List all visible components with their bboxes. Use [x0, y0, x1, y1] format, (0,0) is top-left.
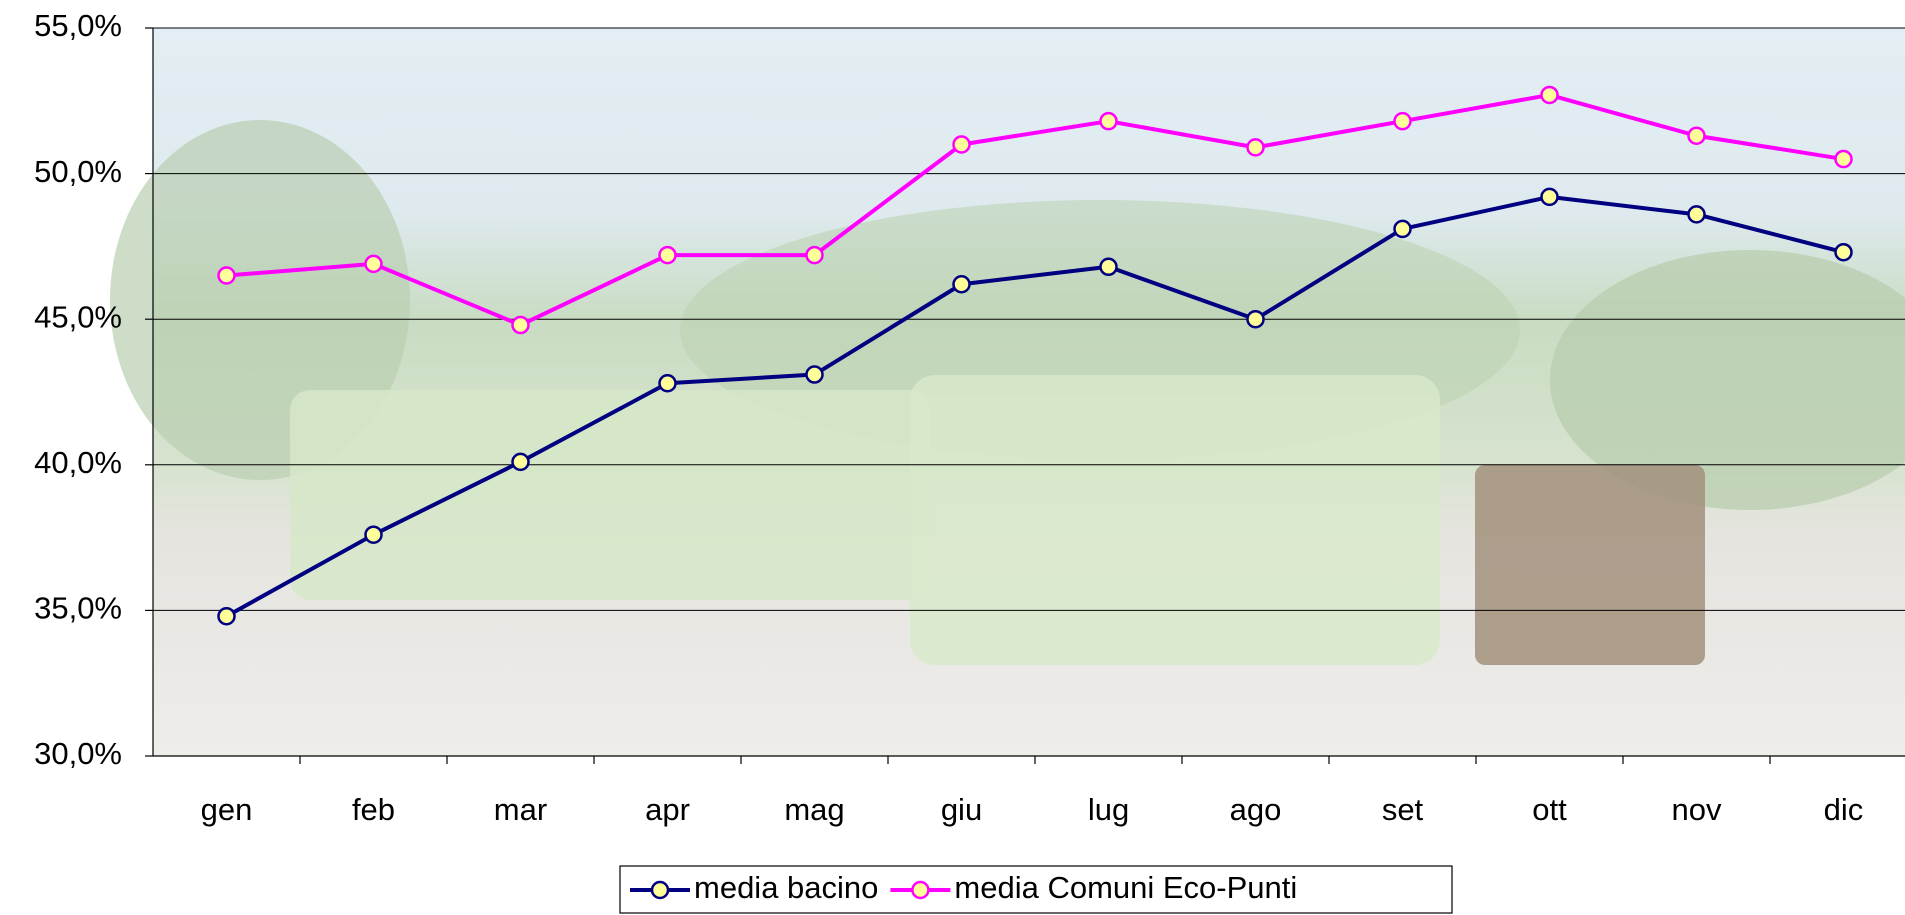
data-point — [954, 136, 970, 152]
x-tick-label: ott — [1532, 792, 1567, 827]
data-point — [1689, 206, 1705, 222]
data-point — [1542, 189, 1558, 205]
data-point — [366, 527, 382, 543]
y-tick-label: 45,0% — [34, 299, 122, 334]
y-tick-label: 50,0% — [34, 154, 122, 189]
data-point — [366, 256, 382, 272]
legend-label: media Comuni Eco-Punti — [954, 870, 1297, 905]
data-point — [219, 268, 235, 284]
x-tick-label: nov — [1672, 792, 1722, 827]
x-tick-label: lug — [1088, 792, 1129, 827]
x-tick-label: gen — [201, 792, 253, 827]
y-tick-label: 30,0% — [34, 736, 122, 771]
data-point — [660, 375, 676, 391]
data-point — [1836, 151, 1852, 167]
data-point — [1836, 244, 1852, 260]
x-tick-label: mar — [494, 792, 547, 827]
data-point — [660, 247, 676, 263]
chart: 30,0% 35,0% 40,0% 45,0% 50,0% 55,0% gen feb mar a… — [0, 0, 1905, 915]
legend-marker — [912, 882, 928, 898]
page: {"chart_data": {"type": "line", "categor… — [0, 0, 1905, 915]
x-tick-label: set — [1382, 792, 1424, 827]
x-tick-label: ago — [1230, 792, 1282, 827]
x-tick-label: feb — [352, 792, 395, 827]
x-tick-label: apr — [645, 792, 690, 827]
data-point — [219, 608, 235, 624]
data-point — [1101, 259, 1117, 275]
data-point — [1395, 221, 1411, 237]
y-tick-label: 55,0% — [34, 8, 122, 43]
data-point — [807, 367, 823, 383]
data-point — [1689, 128, 1705, 144]
x-tick-label: dic — [1824, 792, 1864, 827]
data-point — [1395, 113, 1411, 129]
legend-marker — [652, 882, 668, 898]
x-tick-label: mag — [784, 792, 844, 827]
data-point — [513, 317, 529, 333]
y-tick-label: 40,0% — [34, 445, 122, 480]
data-point — [807, 247, 823, 263]
data-point — [1101, 113, 1117, 129]
legend-label: media bacino — [694, 870, 878, 905]
data-point — [954, 276, 970, 292]
y-tick-label: 35,0% — [34, 591, 122, 626]
x-tick-label: giu — [941, 792, 982, 827]
data-point — [513, 454, 529, 470]
data-point — [1248, 311, 1264, 327]
data-point — [1542, 87, 1558, 103]
data-point — [1248, 139, 1264, 155]
